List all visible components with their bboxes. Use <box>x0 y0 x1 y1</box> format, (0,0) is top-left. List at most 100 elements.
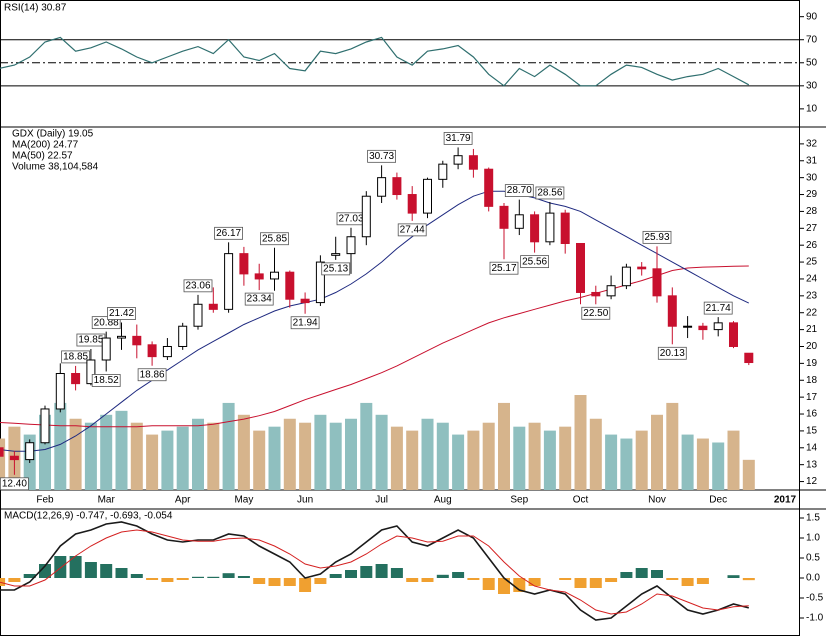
y-tick-label: 10 <box>806 104 818 115</box>
y-tick-label: 22 <box>806 307 818 318</box>
y-tick-label: 14 <box>806 442 818 453</box>
volume-bar <box>742 459 755 490</box>
candle-body <box>392 177 402 196</box>
candle-body <box>652 268 662 297</box>
price-label-box <box>489 261 519 275</box>
histogram-bar <box>452 572 465 578</box>
y-tick-label: 18 <box>806 375 818 386</box>
price-label-box <box>397 223 427 237</box>
volume-bar <box>253 430 266 490</box>
candle-body <box>621 266 631 287</box>
histogram-bar <box>23 574 36 578</box>
histogram-bar <box>360 566 373 578</box>
price-label-box <box>535 186 565 200</box>
price-label: 31.79 <box>446 133 471 144</box>
candle-body <box>55 373 65 410</box>
candle-body <box>0 447 4 457</box>
y-tick-label: 70 <box>806 34 818 45</box>
y-tick-label: 30 <box>806 80 818 91</box>
histogram-bar <box>651 570 663 578</box>
candle-body <box>86 359 96 385</box>
price-label: 21.94 <box>293 317 318 328</box>
volume-bar <box>666 402 679 490</box>
price-label: 25.56 <box>522 256 547 267</box>
y-tick-label: 19 <box>806 358 818 369</box>
y-tick-label: 1.0 <box>806 533 820 544</box>
histogram-bar <box>39 564 51 578</box>
y-tick-label: 0.0 <box>806 573 820 584</box>
volume-bar <box>390 426 403 490</box>
y-tick-label: 90 <box>806 11 818 22</box>
volume-bar <box>482 422 495 490</box>
volume-bar <box>528 422 541 490</box>
volume-bar <box>222 402 235 490</box>
candle-body <box>9 455 19 461</box>
candle-body <box>285 271 295 300</box>
line <box>0 521 749 621</box>
candle-body <box>545 212 555 243</box>
candle-body <box>254 273 264 280</box>
y-tick-label: 25 <box>806 257 818 268</box>
price-label: 12.40 <box>2 478 27 489</box>
x-tick-label: Aug <box>434 495 452 506</box>
volume-bar <box>84 422 97 490</box>
histogram-bar <box>207 576 220 578</box>
volume-bar <box>406 430 419 490</box>
line <box>0 36 750 87</box>
histogram-bar <box>192 576 204 578</box>
volume-bar <box>421 418 434 490</box>
y-tick-label: 15 <box>806 426 818 437</box>
candle-body <box>484 168 494 207</box>
y-tick-label: 31 <box>806 155 818 166</box>
price-label: 21.42 <box>109 308 134 319</box>
y-tick-label: 13 <box>806 459 818 470</box>
volume-bar <box>498 402 510 490</box>
price-label-box <box>367 149 397 163</box>
x-tick-label: Jul <box>375 495 388 506</box>
price-label: 27.03 <box>338 213 363 224</box>
candle-body <box>499 205 509 229</box>
histogram-bar <box>314 578 327 584</box>
volume-bar <box>0 438 6 490</box>
volume-bar <box>696 438 709 490</box>
candle-body <box>270 271 279 280</box>
price-label-box <box>581 306 611 320</box>
y-tick-label: 26 <box>806 240 818 251</box>
price-label-box <box>642 230 672 244</box>
line <box>0 190 750 452</box>
candle-body <box>407 194 417 214</box>
histogram-bar <box>390 568 403 578</box>
x-tick-label: May <box>234 495 253 506</box>
volume-bar <box>452 434 465 490</box>
histogram-bar <box>406 578 419 582</box>
volume-bar <box>192 418 204 490</box>
price-label: 20.88 <box>94 317 119 328</box>
price-label: 23.06 <box>185 280 210 291</box>
y-tick-label: 12 <box>806 476 818 487</box>
x-tick-label: Jun <box>297 495 313 506</box>
histogram-bar <box>482 578 495 590</box>
candle-body <box>132 335 142 346</box>
price-label: 25.85 <box>262 233 287 244</box>
volume-bar <box>115 410 128 490</box>
price-label-box <box>183 279 213 293</box>
y-tick-label: 27 <box>806 223 818 234</box>
price-label-box <box>107 307 136 320</box>
volume-bar <box>283 418 296 490</box>
y-tick-label: -0.5 <box>806 593 824 604</box>
histogram-bar <box>681 578 694 586</box>
volume-bar <box>681 434 694 490</box>
volume-bar <box>727 430 740 490</box>
price-label: 25.13 <box>323 264 348 275</box>
histogram-bar <box>283 578 296 586</box>
y-tick-label: 28 <box>806 206 818 217</box>
volume-bar <box>574 395 587 490</box>
volume-bar <box>69 418 82 490</box>
volume-bar <box>207 422 220 490</box>
histogram-bar <box>161 578 174 582</box>
candle-body <box>117 335 126 339</box>
price-label-box <box>137 368 167 382</box>
y-tick-label: 30 <box>806 172 818 183</box>
candle-body <box>514 214 524 229</box>
